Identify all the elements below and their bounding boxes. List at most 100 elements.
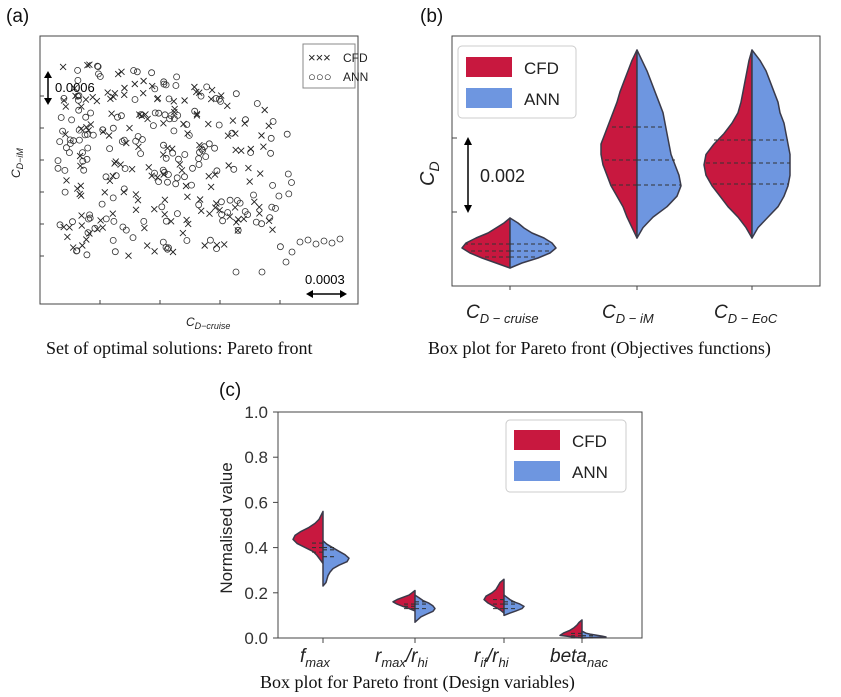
panel-a-ann-point bbox=[102, 173, 110, 181]
panel-a-ann-point bbox=[151, 85, 159, 93]
panel-a-cfd-point bbox=[180, 120, 187, 128]
panel-c-ticks: 1.0 0.8 0.6 0.4 0.2 0.0 bbox=[244, 403, 583, 648]
panel-a-ann-point bbox=[160, 80, 168, 88]
panel-a-ylabel: CD−iM bbox=[9, 148, 25, 178]
panel-a-ann-point bbox=[130, 67, 138, 74]
panel-a-points bbox=[54, 61, 344, 276]
panel-a-cfd-point bbox=[132, 191, 140, 198]
panel-a-ann-point bbox=[284, 170, 292, 178]
panel-a-cfd-point bbox=[114, 70, 122, 78]
panel-a-cfd-point bbox=[204, 120, 212, 128]
panel-a-cfd-point bbox=[255, 203, 263, 211]
panel-c-y-tick-label: 1.0 bbox=[244, 403, 268, 422]
panel-a-ann-point bbox=[120, 136, 128, 144]
panel-a-ann-point bbox=[109, 124, 117, 132]
panel-b-category-im: CD − iM bbox=[602, 302, 654, 326]
panel-a-cfd-point bbox=[232, 146, 240, 154]
panel-a-cfd-point bbox=[169, 248, 177, 256]
panel-a-cfd-point bbox=[69, 244, 77, 251]
panel-a-cfd-point bbox=[77, 103, 85, 110]
panel-a-ann-point bbox=[211, 144, 219, 152]
panel-a-ann-point bbox=[57, 114, 65, 121]
panel-a-ann-point bbox=[56, 221, 64, 229]
panel-a-ann-point bbox=[95, 70, 102, 78]
panel-a-legend-cfd-label: CFD bbox=[343, 51, 368, 65]
panel-a-cfd-point bbox=[183, 216, 190, 224]
panel-c-violin-ann-0 bbox=[322, 540, 350, 587]
panel-a-cfd-point bbox=[164, 144, 171, 152]
panel-a-cfd-point bbox=[77, 182, 85, 190]
panel-a-cfd-point bbox=[269, 226, 276, 234]
panel-a-ann-point bbox=[109, 236, 117, 244]
panel-a-ann-point bbox=[258, 220, 266, 228]
panel-a-cfd-point bbox=[145, 163, 153, 171]
panel-a-ann-point bbox=[76, 136, 83, 144]
panel-a-cfd-point bbox=[241, 120, 249, 127]
panel-a-cfd-point bbox=[76, 152, 84, 160]
panel-a-cfd-point bbox=[196, 141, 203, 149]
panel-a-ann-point bbox=[188, 181, 195, 189]
panel-a-ann-point bbox=[234, 226, 242, 234]
panel-a-cfd-point bbox=[161, 210, 169, 218]
panel-a-cfd-point bbox=[73, 185, 81, 192]
panel-b-violin-ann-0 bbox=[509, 217, 557, 269]
panel-a-ann-point bbox=[218, 211, 226, 218]
panel-a-ann-point bbox=[155, 109, 163, 117]
panel-a-caption: Set of optimal solutions: Pareto front bbox=[46, 338, 313, 358]
panel-a-ann-point bbox=[285, 190, 293, 198]
panel-a-ann-point bbox=[288, 248, 296, 256]
panel-a-ann-point bbox=[87, 109, 94, 117]
panel-a-ann-point bbox=[162, 154, 170, 162]
panel-a-ann-point bbox=[82, 113, 90, 121]
panel-a-ann-point bbox=[133, 68, 141, 76]
panel-a-ann-point bbox=[195, 161, 203, 168]
panel-a-ann-point bbox=[134, 133, 142, 140]
panel-a-cfd-point bbox=[161, 196, 169, 204]
panel-a-cfd-point bbox=[82, 236, 90, 243]
panel-a-cfd-point bbox=[111, 160, 118, 167]
panel-a-ann-point bbox=[109, 194, 117, 202]
panel-a-ann-point bbox=[137, 111, 145, 119]
panel-a-cfd-point bbox=[99, 224, 107, 231]
panel-a-ann-point bbox=[162, 217, 170, 225]
panel-a-cfd-point bbox=[59, 63, 67, 71]
panel-a-ann-point bbox=[158, 203, 166, 211]
panel-a-x-scale-bar bbox=[306, 290, 347, 298]
panel-a-cfd-point bbox=[223, 102, 231, 110]
panel-a-ann-point bbox=[224, 209, 232, 216]
panel-b-caption: Box plot for Pareto front (Objectives fu… bbox=[428, 338, 771, 358]
panel-a-cfd-point bbox=[150, 205, 158, 213]
panel-a-ann-point bbox=[170, 127, 178, 135]
panel-a-ann-point bbox=[250, 191, 257, 199]
panel-a-cfd-point bbox=[63, 177, 70, 184]
panel-a-cfd-point bbox=[207, 95, 215, 103]
panel-a-cfd-point bbox=[120, 91, 128, 99]
panel-c-y-tick-label: 0.8 bbox=[244, 448, 268, 467]
panel-c-y-tick-label: 0.4 bbox=[244, 539, 268, 558]
panel-a-tag: (a) bbox=[6, 6, 30, 27]
panel-a-cfd-point bbox=[126, 124, 133, 132]
panel-a-legend-ann-marker: ○○○ bbox=[308, 69, 332, 84]
panel-a-ann-point bbox=[282, 258, 290, 266]
panel-a-cfd-point bbox=[171, 105, 179, 113]
panel-a-y-scale-label: 0.0006 bbox=[55, 80, 95, 95]
panel-a-cfd-point bbox=[182, 182, 190, 190]
panel-a-ann-point bbox=[173, 174, 181, 182]
panel-a-ann-point bbox=[159, 166, 167, 174]
panel-a-cfd-point bbox=[197, 207, 205, 215]
panel-a-ann-point bbox=[79, 149, 86, 157]
panel-a-cfd-point bbox=[60, 223, 68, 231]
panel-a-ann-point bbox=[320, 237, 328, 245]
panel-a-ann-point bbox=[137, 150, 145, 158]
panel-a-cfd-point bbox=[78, 212, 85, 219]
panel-c-legend-ann-label: ANN bbox=[572, 463, 608, 482]
panel-a-cfd-point bbox=[184, 193, 191, 201]
panel-a-cfd-point bbox=[160, 171, 168, 178]
panel-a-ann-point bbox=[74, 77, 82, 84]
panel-a-ann-point bbox=[131, 96, 139, 103]
panel-a-ann-point bbox=[185, 131, 193, 139]
panel-a-ann-point bbox=[206, 236, 214, 244]
panel-a-cfd-point bbox=[86, 61, 93, 69]
panel-a-cfd-point bbox=[206, 210, 213, 218]
